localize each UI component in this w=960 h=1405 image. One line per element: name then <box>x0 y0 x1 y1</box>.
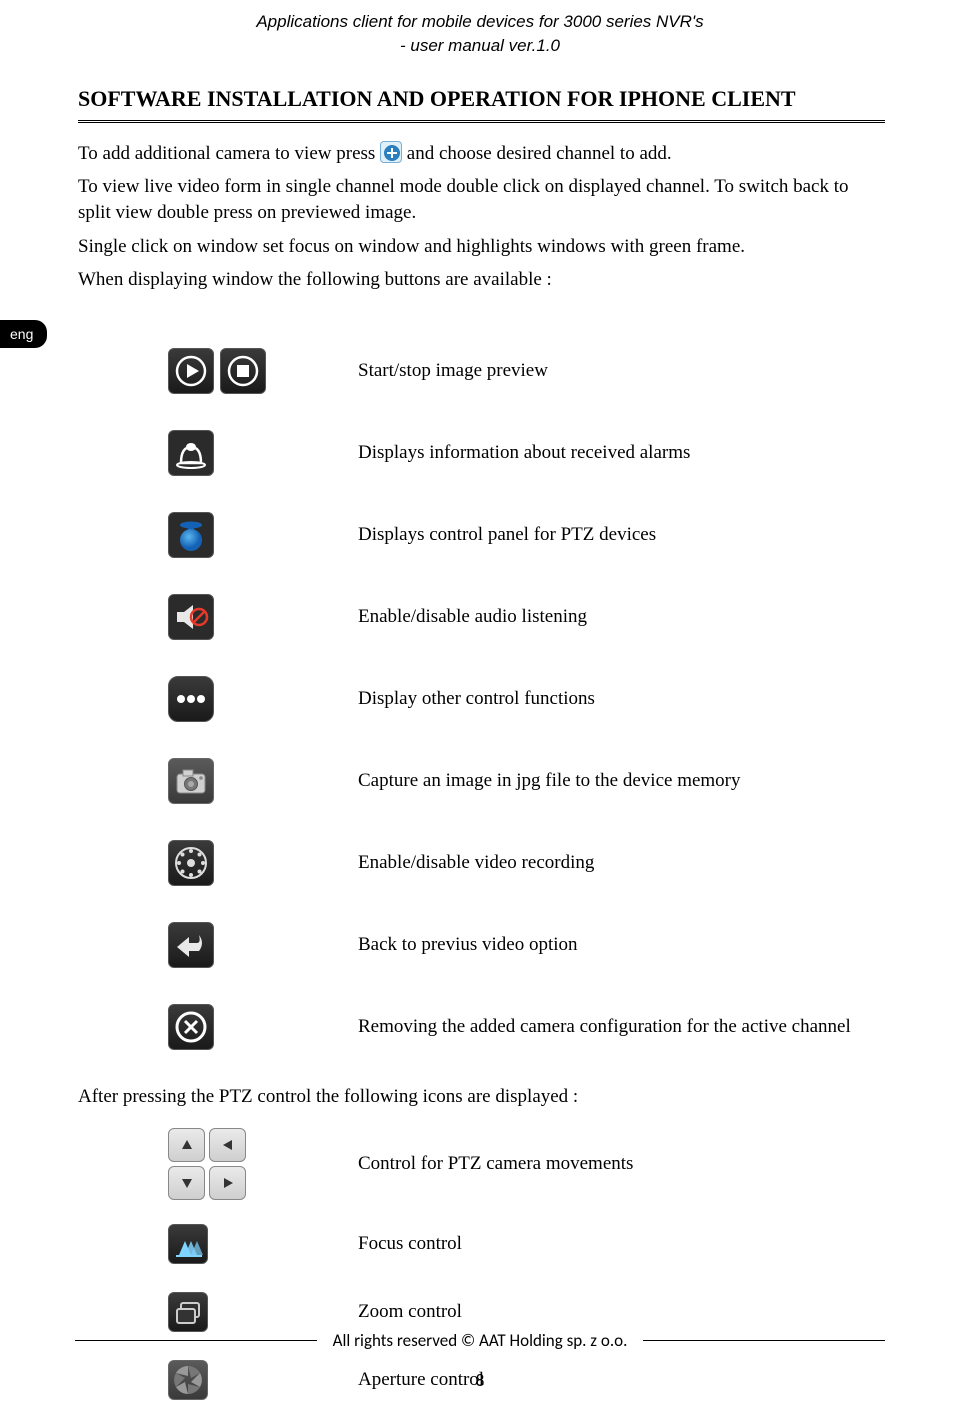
zoom-icon <box>168 1292 208 1332</box>
paragraph-add-camera: To add additional camera to view press a… <box>78 141 885 167</box>
dpad-label: Control for PTZ camera movements <box>358 1153 885 1175</box>
doc-header: Applications client for mobile devices f… <box>0 0 960 58</box>
language-tab: eng <box>0 320 47 348</box>
header-line1: Applications client for mobile devices f… <box>0 10 960 34</box>
remove-icon <box>168 1004 214 1050</box>
list-item: Start/stop image preview <box>168 348 885 394</box>
list-item: Control for PTZ camera movements <box>168 1128 885 1200</box>
ptz-intro-text: After pressing the PTZ control the follo… <box>78 1086 885 1108</box>
list-item: Capture an image in jpg file to the devi… <box>168 758 885 804</box>
section-title: SOFTWARE INSTALLATION AND OPERATION FOR … <box>78 86 885 112</box>
stop-icon <box>220 348 266 394</box>
alarm-icon <box>168 430 214 476</box>
footer-rule-left <box>75 1340 317 1341</box>
list-item: Enable/disable video recording <box>168 840 885 886</box>
focus-icon <box>168 1224 208 1264</box>
ptz-icon <box>168 512 214 558</box>
capture-icon <box>168 758 214 804</box>
zoom-label: Zoom control <box>358 1301 885 1323</box>
footer-rule-right <box>643 1340 885 1341</box>
dpad-icon <box>168 1128 246 1200</box>
list-item: Back to previus video option <box>168 922 885 968</box>
play-icon <box>168 348 214 394</box>
play-stop-label: Start/stop image preview <box>358 360 885 382</box>
list-item: Displays control panel for PTZ devices <box>168 512 885 558</box>
list-item: Enable/disable audio listening <box>168 594 885 640</box>
audio-icon <box>168 594 214 640</box>
more-label: Display other control functions <box>358 688 885 710</box>
list-item: Displays information about received alar… <box>168 430 885 476</box>
back-label: Back to previus video option <box>358 934 885 956</box>
record-icon <box>168 840 214 886</box>
section-rule <box>78 120 885 123</box>
para1-pre: To add additional camera to view press <box>78 143 380 164</box>
add-icon <box>380 141 402 163</box>
ptz-label: Displays control panel for PTZ devices <box>358 524 885 546</box>
record-label: Enable/disable video recording <box>358 852 885 874</box>
para1-post: and choose desired channel to add. <box>407 143 672 164</box>
list-item: Removing the added camera configuration … <box>168 1004 885 1050</box>
header-line2: - user manual ver.1.0 <box>0 34 960 58</box>
paragraph-live-video: To view live video form in single channe… <box>78 174 885 225</box>
list-item: Zoom control <box>168 1288 885 1336</box>
back-icon <box>168 922 214 968</box>
more-icon <box>168 676 214 722</box>
paragraph-buttons-intro: When displaying window the following but… <box>78 267 885 293</box>
ptz-icons-list: Control for PTZ camera movements Focus c… <box>168 1128 885 1404</box>
audio-label: Enable/disable audio listening <box>358 606 885 628</box>
list-item: Display other control functions <box>168 676 885 722</box>
paragraph-focus: Single click on window set focus on wind… <box>78 234 885 260</box>
capture-label: Capture an image in jpg file to the devi… <box>358 770 885 792</box>
list-item: Focus control <box>168 1220 885 1268</box>
footer-text: All rights reserved © AAT Holding sp. z … <box>333 1330 628 1351</box>
alarm-label: Displays information about received alar… <box>358 442 885 464</box>
footer: All rights reserved © AAT Holding sp. z … <box>75 1330 885 1351</box>
page-number: 8 <box>0 1370 960 1391</box>
remove-label: Removing the added camera configuration … <box>358 1016 885 1038</box>
button-descriptions-list: Start/stop image preview Displays inform… <box>168 348 885 1050</box>
focus-label: Focus control <box>358 1233 885 1255</box>
